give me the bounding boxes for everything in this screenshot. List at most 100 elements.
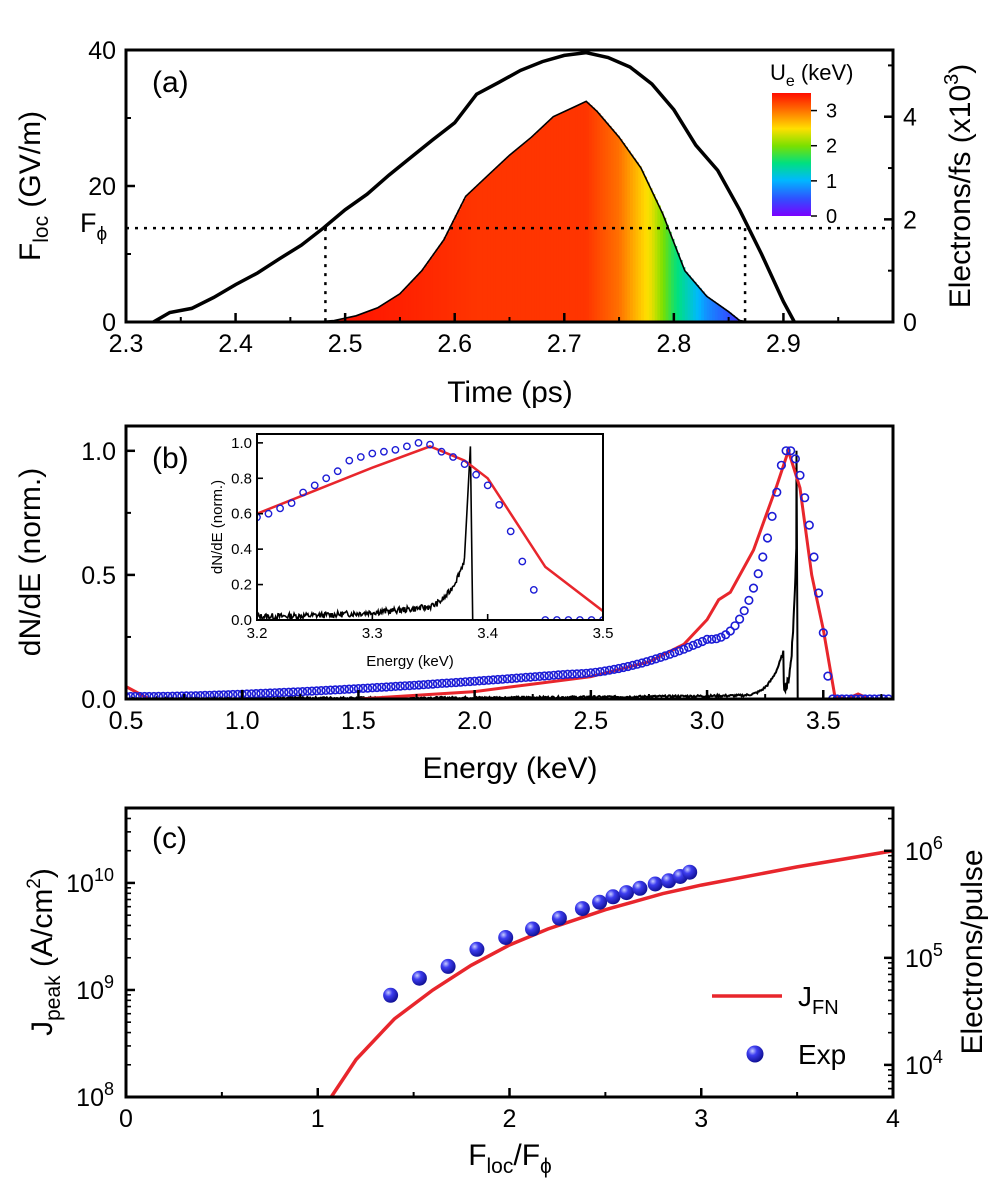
emission-strip	[482, 179, 486, 322]
y-axis-ticks-a: 0 20 40	[88, 37, 135, 337]
emission-strip	[668, 231, 672, 322]
emission-strip	[353, 316, 357, 322]
data-point	[167, 691, 178, 699]
data-point	[363, 683, 373, 693]
emission-strip	[372, 309, 376, 322]
data-point	[581, 668, 591, 678]
emission-strip	[602, 119, 606, 322]
emission-strip	[630, 154, 634, 322]
emission-strip	[567, 109, 571, 322]
inset-y-tick-label: 0.0	[231, 612, 252, 629]
x-axis-ticks-a: 2.3 2.4 2.5 2.6 2.7 2.8 2.9	[109, 313, 840, 358]
y-tick-label: 20	[88, 173, 116, 201]
data-point	[682, 864, 698, 880]
data-point	[753, 569, 763, 579]
y-right-tick-label: 4	[903, 104, 917, 132]
emission-strip	[380, 305, 385, 322]
y-tick-label: 1010	[66, 865, 114, 898]
data-point	[153, 691, 164, 699]
data-point	[339, 684, 350, 695]
threshold-lines	[126, 226, 893, 322]
emission-strip	[703, 294, 708, 322]
emission-strip	[553, 116, 557, 322]
data-point	[553, 670, 563, 680]
data-point	[786, 446, 796, 456]
data-point	[748, 583, 759, 593]
emission-strip	[484, 177, 489, 322]
data-point	[423, 679, 433, 690]
data-point	[428, 679, 438, 689]
plot-frame-b	[124, 424, 895, 701]
emission-strip	[536, 130, 541, 322]
emission-strip	[594, 110, 598, 322]
inset-data-point	[529, 586, 538, 594]
data-point	[163, 691, 173, 699]
emission-strip	[509, 154, 513, 322]
inset-data-point	[379, 447, 388, 456]
data-point	[130, 691, 140, 699]
y-axis-ticks-b: 0.0 0.5 1.0	[81, 438, 135, 714]
emission-strip	[430, 257, 434, 322]
data-point	[855, 694, 866, 699]
data-point	[440, 958, 456, 974]
data-point	[711, 634, 722, 644]
data-point	[567, 669, 577, 679]
emission-strip	[701, 291, 705, 322]
inset-data-point	[356, 453, 365, 461]
emission-strip	[397, 294, 401, 322]
inset-x-tick-label: 3.4	[477, 625, 498, 642]
data-point	[349, 684, 359, 694]
data-point	[191, 691, 201, 699]
colorbar-tick-label: 1	[826, 171, 837, 193]
inset-x-ticks: 3.2 3.3 3.4 3.5	[247, 614, 613, 642]
data-point	[411, 970, 427, 986]
data-point	[614, 663, 624, 674]
data-point	[470, 676, 480, 686]
data-point	[177, 691, 187, 699]
data-point	[828, 694, 838, 699]
data-point	[335, 685, 345, 695]
x-axis-ticks-b: 0.5 1.0 1.5 2.0 2.5 3.0 3.5	[109, 690, 883, 735]
data-point	[647, 876, 663, 892]
series-circles	[126, 446, 893, 699]
data-point	[521, 672, 531, 683]
inset-data-point	[437, 447, 446, 456]
emission-strip	[731, 315, 735, 322]
data-point	[841, 694, 852, 699]
emission-strip	[399, 292, 404, 322]
data-point	[832, 694, 842, 699]
emission-strip	[424, 264, 428, 322]
field-curve	[152, 50, 796, 322]
emission-strip	[575, 105, 579, 322]
data-point	[651, 654, 661, 664]
colorbar-tick-label: 2	[826, 136, 837, 158]
plot-frame-c	[124, 806, 895, 1099]
inset-data-point	[506, 527, 515, 536]
data-point	[609, 664, 619, 675]
x-tick-label: 3	[694, 1105, 708, 1133]
data-point	[530, 672, 540, 682]
emission-strip	[443, 237, 448, 322]
x-tick-label: 2.3	[109, 330, 144, 358]
data-point	[135, 691, 145, 699]
inset-data-point	[333, 467, 342, 476]
emission-strip	[657, 205, 661, 322]
y-axis-right-label-c: Electrons/pulse	[956, 849, 989, 1054]
x-tick-label: 3.0	[690, 707, 725, 735]
emission-strip	[520, 145, 524, 322]
emission-strip	[698, 288, 702, 322]
data-point	[381, 682, 391, 692]
emission-strip	[728, 312, 732, 322]
panel-c: 0 1 2 3 4 108 109 1010 104 105 106 (c) Floc/Fϕ J…	[24, 806, 989, 1178]
data-point	[679, 644, 689, 654]
data-point	[409, 680, 419, 690]
data-point	[288, 687, 298, 697]
emission-strip	[542, 125, 546, 322]
data-point	[551, 910, 567, 926]
emission-strip	[375, 308, 379, 322]
y-right-tick-label: 104	[905, 1047, 943, 1080]
data-point	[781, 446, 791, 456]
emission-strip	[583, 101, 587, 322]
inset-y-tick-label: 1.0	[231, 435, 252, 452]
